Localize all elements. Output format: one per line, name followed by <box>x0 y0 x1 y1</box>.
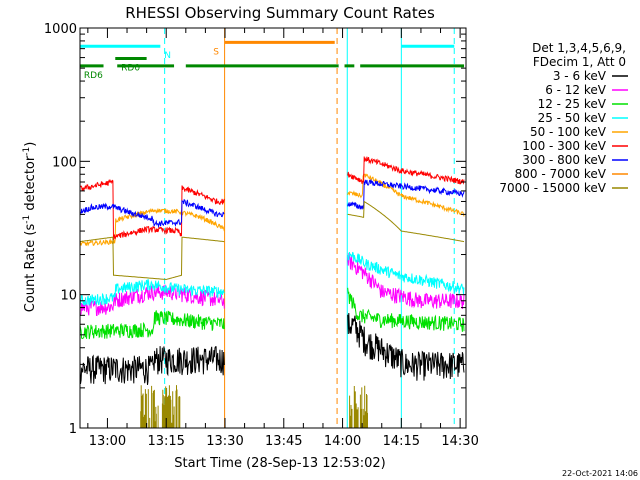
y-axis-label: Count Rate (s-1 detector-1) <box>22 142 38 313</box>
spike-marks <box>349 385 368 428</box>
legend: Det 1,3,4,5,6,9,FDecim 1, Att 03 - 6 keV… <box>499 41 628 195</box>
legend-entry: 800 - 7000 keV <box>515 167 607 181</box>
legend-entry: 7000 - 15000 keV <box>499 181 606 195</box>
x-tick-label: 14:00 <box>324 434 361 449</box>
series-line <box>79 200 465 281</box>
footer-timestamp: 22-Oct-2021 14:06 <box>562 469 638 478</box>
state-bar-label: RD0 <box>121 64 140 74</box>
y-tick-label: 100 <box>52 155 77 170</box>
series-line <box>79 287 465 340</box>
chart-title: RHESSI Observing Summary Count Rates <box>125 4 435 22</box>
plot-frame <box>79 27 467 429</box>
legend-entry: 50 - 100 keV <box>530 125 607 139</box>
state-bars: N S RD0 RD6 <box>80 40 465 81</box>
data-series <box>79 156 465 428</box>
axes: 1 10 100 1000 13:00 13:15 13:30 13:45 14:00 14:15… <box>44 22 479 449</box>
x-tick-label: 13:15 <box>147 434 184 449</box>
series-line <box>80 252 465 317</box>
x-axis-label: Start Time (28-Sep-13 12:53:02) <box>174 456 385 471</box>
x-tick-label: 14:30 <box>441 434 478 449</box>
y-tick-label: 10 <box>60 289 77 304</box>
y-tick-label: 1 <box>69 422 77 437</box>
state-bar-label: RD6 <box>84 71 103 81</box>
state-bar-label: N <box>164 51 171 61</box>
legend-entry: 100 - 300 keV <box>522 139 606 153</box>
legend-entry: 3 - 6 keV <box>553 69 607 83</box>
y-tick-label: 1000 <box>44 22 77 37</box>
legend-title: FDecim 1, Att 0 <box>533 55 626 69</box>
spike-marks <box>140 385 181 428</box>
x-tick-label: 13:30 <box>206 434 243 449</box>
series-line <box>79 173 465 247</box>
series-line <box>79 312 465 385</box>
legend-entry: 6 - 12 keV <box>545 83 607 97</box>
x-tick-label: 14:15 <box>383 434 420 449</box>
legend-title: Det 1,3,4,5,6,9, <box>532 41 626 55</box>
series-line <box>79 179 465 229</box>
legend-entry: 300 - 800 keV <box>522 153 606 167</box>
series-line <box>79 156 465 241</box>
x-tick-label: 13:00 <box>89 434 126 449</box>
legend-entry: 25 - 50 keV <box>538 111 607 125</box>
series-line <box>79 251 465 307</box>
state-bar-label: S <box>213 47 219 57</box>
legend-entry: 12 - 25 keV <box>538 97 607 111</box>
x-tick-label: 13:45 <box>265 434 302 449</box>
